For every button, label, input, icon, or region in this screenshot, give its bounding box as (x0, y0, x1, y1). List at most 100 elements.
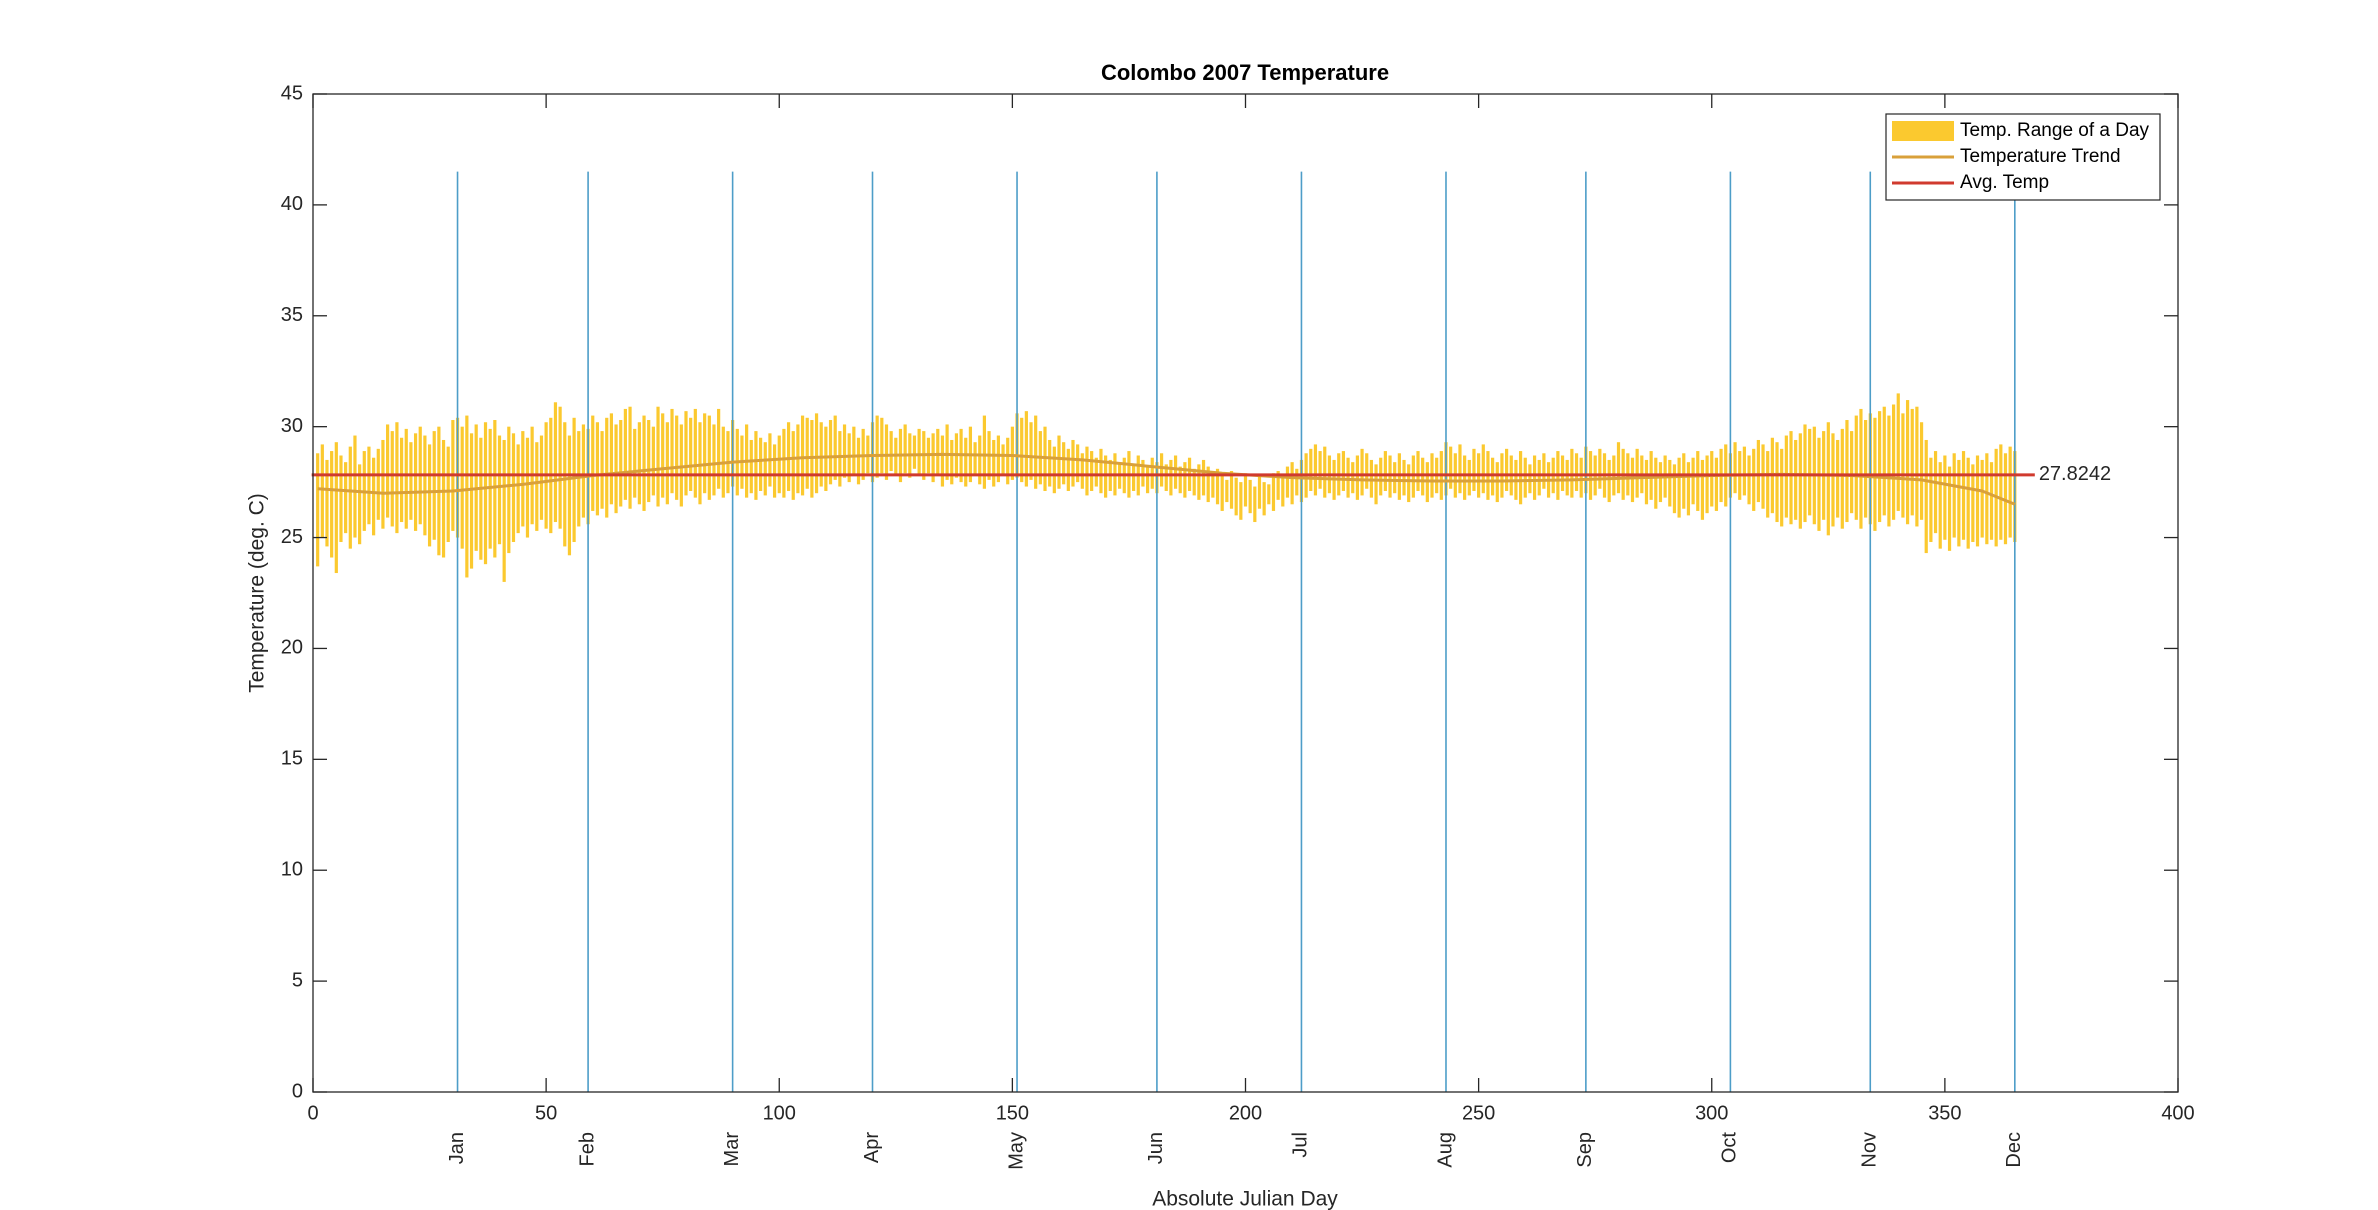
range-bar (656, 406, 660, 507)
range-bar (1705, 455, 1709, 514)
range-bar (1281, 477, 1285, 507)
range-bar (1891, 404, 1896, 520)
range-bar (651, 426, 655, 496)
range-bar (1826, 422, 1830, 536)
plot-area (313, 94, 2178, 1092)
range-bar (1817, 437, 1821, 531)
range-bar (395, 422, 399, 534)
range-bar (1150, 457, 1154, 489)
range-bar (1034, 415, 1038, 489)
range-bar (1752, 448, 1756, 511)
range-bar (1616, 442, 1621, 494)
range-bar (581, 424, 586, 518)
range-bar (992, 439, 996, 487)
range-bar (563, 422, 567, 547)
range-bar (1248, 479, 1252, 514)
range-bar (917, 428, 921, 476)
range-bar (1542, 453, 1546, 489)
range-bar (689, 417, 693, 491)
range-bar (2003, 453, 2008, 545)
range-bar (679, 424, 683, 507)
range-bar (1686, 462, 1691, 516)
range-bar (1630, 457, 1635, 503)
range-bar (1449, 446, 1453, 489)
range-bar (502, 439, 506, 582)
range-bar (1677, 457, 1681, 518)
legend-swatch (1892, 121, 1954, 141)
range-bar (1262, 482, 1266, 516)
range-bar (1360, 448, 1364, 496)
range-bar (358, 464, 362, 545)
range-bar (1402, 459, 1406, 496)
range-bar (577, 431, 581, 527)
range-bar (703, 413, 707, 494)
range-bar (1411, 455, 1415, 498)
range-bar (469, 433, 474, 569)
range-bar (1766, 451, 1770, 518)
range-bar (1416, 451, 1420, 491)
range-bar (800, 415, 805, 496)
range-bar (1006, 437, 1010, 485)
range-bar (1896, 393, 1900, 511)
x-tick-label: 200 (1229, 1102, 1262, 1124)
range-bar (824, 426, 828, 491)
range-bar (1919, 422, 1924, 520)
range-bar (1090, 451, 1094, 491)
range-bar (605, 417, 609, 518)
range-bar (1164, 464, 1168, 491)
range-bar (1383, 451, 1387, 491)
month-label: Apr (861, 1132, 883, 1163)
range-bar (1201, 459, 1206, 496)
range-bar (1341, 451, 1346, 491)
month-label: Oct (1719, 1132, 1741, 1164)
range-bar (1052, 446, 1056, 494)
range-bar (684, 411, 688, 496)
range-bar (1290, 462, 1294, 505)
range-bar (1178, 466, 1182, 494)
range-bar (1961, 451, 1966, 540)
range-bar (1104, 455, 1108, 498)
range-bar (325, 459, 329, 547)
average-label: 27.8242 (2039, 463, 2111, 485)
range-bar (628, 406, 632, 509)
month-label: Aug (1434, 1132, 1456, 1168)
range-bar (828, 420, 833, 485)
range-bar (1784, 435, 1788, 518)
range-bar (1840, 428, 1844, 529)
range-bar (427, 444, 432, 547)
range-bar (1346, 457, 1350, 498)
range-bar (1253, 486, 1257, 523)
range-bar (675, 415, 679, 500)
range-bar (647, 420, 651, 503)
range-bar (772, 444, 777, 498)
range-bar (1742, 446, 1746, 496)
range-bar (717, 408, 721, 489)
range-bar (1831, 433, 1835, 527)
range-bar (875, 415, 879, 478)
range-bar (940, 435, 945, 487)
x-tick-label: 300 (1695, 1102, 1728, 1124)
range-bar (1696, 451, 1700, 511)
range-bar (1276, 471, 1280, 500)
x-tick-label: 400 (2161, 1102, 2194, 1124)
range-bar (880, 417, 884, 474)
range-bar (1197, 464, 1201, 500)
range-bar (1295, 468, 1299, 496)
range-bar (782, 428, 786, 498)
range-bar (330, 451, 334, 558)
range-bar (754, 431, 758, 500)
range-bar (1528, 464, 1532, 494)
range-bar (1780, 448, 1784, 527)
range-bar (661, 413, 665, 498)
range-bar (814, 413, 819, 494)
range-bar (1076, 444, 1080, 483)
range-bar (1850, 431, 1854, 514)
range-bar (1243, 473, 1248, 507)
range-bar (1229, 471, 1234, 509)
range-bar (936, 428, 940, 476)
range-bar (1024, 411, 1028, 487)
range-bar (1351, 462, 1355, 494)
range-bar (749, 439, 753, 494)
range-bar (698, 422, 702, 505)
range-bar (1775, 442, 1779, 523)
